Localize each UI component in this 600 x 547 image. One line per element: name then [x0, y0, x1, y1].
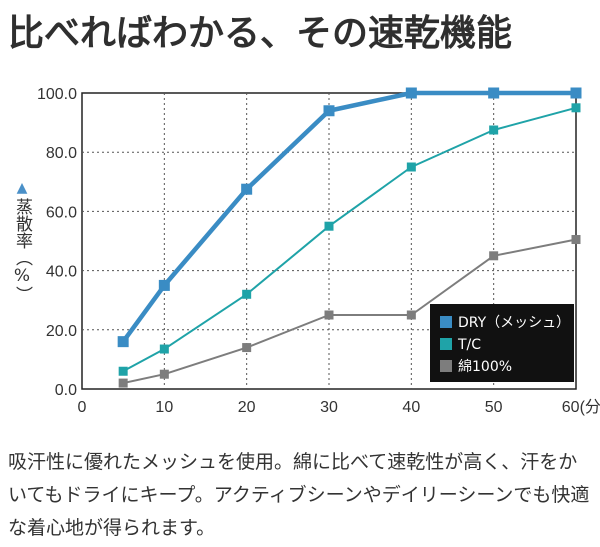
data-point [118, 378, 128, 388]
chart-svg: 0 10 20 30 40 50 60(分) 0.0 20.0 40.0 60.0 80.0 100.0… [37, 86, 600, 416]
legend-swatch [440, 316, 452, 328]
data-point [242, 289, 252, 299]
data-point [117, 336, 129, 348]
legend-swatch [440, 338, 452, 350]
triangle-icon: ▲ [16, 180, 28, 196]
data-point [242, 343, 252, 353]
data-point [118, 366, 128, 376]
data-point [570, 87, 582, 99]
page-title: 比べればわかる、その速乾機能 [8, 13, 513, 54]
y-tick-label: 60.0 [46, 204, 77, 221]
data-point [571, 103, 581, 113]
chart: ▲ 蒸散率（%） 0 10 20 30 40 50 60(分) 0.0 20.0 40.0 60.0… [0, 60, 600, 430]
y-tick-label: 80.0 [46, 145, 77, 162]
data-point [406, 310, 416, 320]
legend-label: T/C [457, 337, 481, 353]
y-axis-label: ▲ 蒸散率（%） [10, 178, 34, 303]
data-point [488, 87, 500, 99]
legend-box [430, 304, 574, 382]
y-tick-label: 40.0 [46, 264, 77, 281]
legend-label: DRY（メッシュ） [458, 315, 570, 331]
x-tick-label: 50 [485, 399, 503, 416]
x-tick-label: 20 [238, 399, 256, 416]
y-axis-label-text: 蒸散率（%） [12, 198, 32, 303]
x-tick-label: 60(分) [562, 398, 600, 416]
data-point [159, 369, 169, 379]
data-point [489, 251, 499, 261]
x-tick-label: 30 [320, 399, 338, 416]
x-tick-label: 0 [78, 399, 87, 416]
data-point [406, 162, 416, 172]
y-tick-label: 100.0 [37, 86, 77, 103]
legend-label: 綿100% [458, 359, 512, 375]
description: 吸汗性に優れたメッシュを使用。綿に比べて速乾性が高く、汗をかいてもドライにキープ… [8, 451, 590, 539]
y-tick-label: 20.0 [46, 323, 77, 340]
x-tick-label: 10 [155, 399, 173, 416]
legend-swatch [440, 360, 452, 372]
data-point [241, 183, 253, 195]
data-point [489, 125, 499, 135]
data-point [159, 344, 169, 354]
x-tick-label: 40 [402, 399, 420, 416]
y-tick-label: 0.0 [55, 382, 77, 399]
data-point [158, 279, 170, 291]
data-point [571, 235, 581, 245]
data-point [324, 310, 334, 320]
data-point [405, 87, 417, 99]
data-point [323, 105, 335, 117]
data-point [324, 221, 334, 231]
